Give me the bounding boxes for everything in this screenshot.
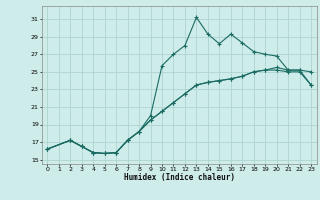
X-axis label: Humidex (Indice chaleur): Humidex (Indice chaleur) [124,173,235,182]
